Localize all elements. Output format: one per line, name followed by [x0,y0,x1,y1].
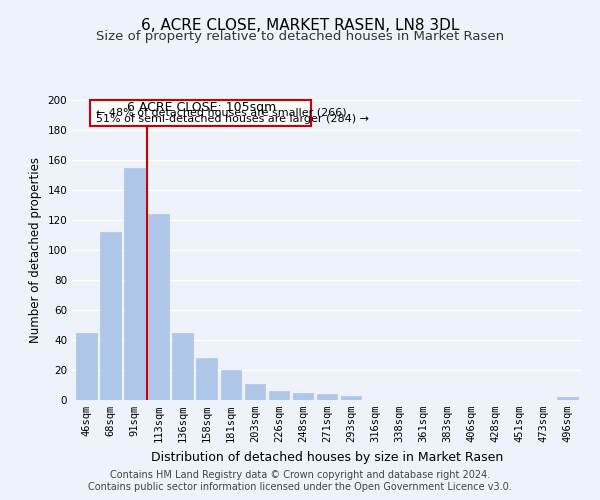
Bar [341,396,361,400]
Bar [317,394,337,400]
Text: Size of property relative to detached houses in Market Rasen: Size of property relative to detached ho… [96,30,504,43]
Text: ← 48% of detached houses are smaller (266): ← 48% of detached houses are smaller (26… [96,108,347,118]
Bar [76,332,97,400]
Bar [221,370,241,400]
Text: 51% of semi-detached houses are larger (284) →: 51% of semi-detached houses are larger (… [96,114,369,124]
FancyBboxPatch shape [89,100,311,126]
Text: 6 ACRE CLOSE: 105sqm: 6 ACRE CLOSE: 105sqm [127,102,277,114]
Text: 6, ACRE CLOSE, MARKET RASEN, LN8 3DL: 6, ACRE CLOSE, MARKET RASEN, LN8 3DL [141,18,459,32]
Bar [245,384,265,400]
Bar [124,168,145,400]
Bar [100,232,121,400]
Bar [557,397,578,400]
Bar [172,332,193,400]
Text: Contains public sector information licensed under the Open Government Licence v3: Contains public sector information licen… [88,482,512,492]
Bar [148,214,169,400]
Bar [269,391,289,400]
X-axis label: Distribution of detached houses by size in Market Rasen: Distribution of detached houses by size … [151,450,503,464]
Bar [196,358,217,400]
Text: Contains HM Land Registry data © Crown copyright and database right 2024.: Contains HM Land Registry data © Crown c… [110,470,490,480]
Bar [293,392,313,400]
Y-axis label: Number of detached properties: Number of detached properties [29,157,42,343]
